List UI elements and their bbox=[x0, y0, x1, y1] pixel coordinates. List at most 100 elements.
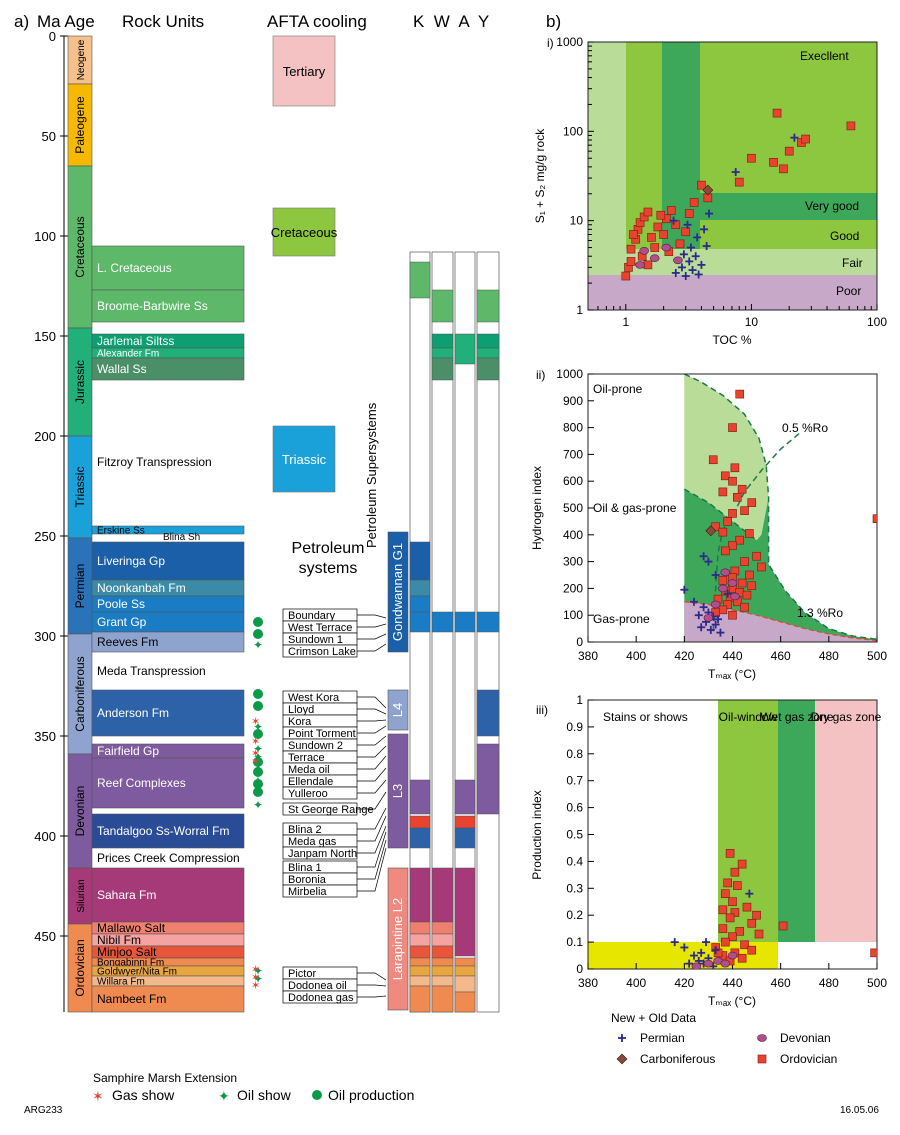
afta-tertiary bbox=[272, 35, 336, 107]
ordovician-point bbox=[769, 158, 778, 167]
unit-label-erskine-ss: Erskine Ss bbox=[97, 526, 145, 537]
panel-b-label: b) bbox=[546, 12, 561, 31]
permian-point bbox=[711, 946, 720, 955]
y-tick-label: 0.7 bbox=[566, 774, 583, 788]
unit-label-fairfield-gp: Fairfield Gp bbox=[97, 744, 159, 758]
permian-point bbox=[702, 938, 711, 947]
basin-fill bbox=[409, 933, 431, 947]
basin-fill bbox=[454, 867, 476, 957]
y-tick-label: 0.5 bbox=[566, 828, 583, 842]
x-tick-label: 10 bbox=[745, 315, 759, 329]
unit-label-prices-creek-compression: Prices Creek Compression bbox=[97, 851, 240, 865]
unit-label-alexander-fm: Alexander Fm bbox=[97, 349, 159, 360]
x-tick-label: 420 bbox=[674, 649, 694, 663]
ordovician-point bbox=[872, 514, 877, 524]
system-leader bbox=[357, 839, 387, 880]
zone-poor: Poor bbox=[836, 284, 861, 298]
oil-production-marker bbox=[253, 779, 263, 789]
period-label-paleogene: Paleogene bbox=[73, 96, 87, 154]
ordovician-point bbox=[626, 244, 636, 254]
basin-fill bbox=[476, 333, 500, 349]
carboniferous-point bbox=[616, 1053, 628, 1065]
ordovician-point bbox=[740, 557, 749, 566]
data-legend-title: New + Old Data bbox=[611, 1011, 696, 1025]
supersystem-l3 bbox=[387, 733, 409, 849]
devonian-point bbox=[727, 951, 738, 960]
devonian-point bbox=[727, 579, 738, 587]
basin-fill bbox=[431, 945, 454, 959]
permian-point bbox=[706, 625, 715, 634]
permian-point bbox=[677, 263, 686, 272]
basin-fill bbox=[409, 261, 431, 299]
permian-point bbox=[716, 628, 725, 637]
unit-tandalgoo-ss-worral-fm bbox=[91, 813, 245, 849]
period-permian bbox=[67, 537, 93, 635]
oil-show-marker: ✦ bbox=[253, 750, 263, 764]
devonian-point bbox=[703, 959, 714, 968]
oil-production-marker bbox=[253, 787, 263, 797]
oil-show-marker: ✦ bbox=[253, 638, 263, 652]
legend-label-ordovician: Ordovician bbox=[780, 1052, 837, 1066]
basin-fill bbox=[431, 357, 454, 381]
legend-label-carboniferous: Carboniferous bbox=[640, 1052, 715, 1066]
permian-point bbox=[699, 552, 708, 561]
ordovician-point bbox=[778, 921, 788, 931]
gas-show-marker: ✶ bbox=[251, 972, 260, 984]
carboniferous-point bbox=[705, 525, 717, 537]
ordovician-point bbox=[730, 908, 740, 917]
oil-production-legend-label: Oil production bbox=[328, 1087, 414, 1103]
ordovician-point bbox=[737, 953, 747, 963]
period-jurassic bbox=[67, 327, 93, 437]
basin-fill bbox=[409, 945, 431, 959]
x-tick-label: 460 bbox=[771, 976, 791, 990]
ordovician-point bbox=[713, 948, 723, 958]
oil-production-marker bbox=[253, 617, 263, 627]
supersystem-larapintine-l2 bbox=[387, 867, 409, 1011]
ordovician-point bbox=[747, 945, 757, 955]
basin-fill bbox=[454, 827, 476, 849]
ordovician-point bbox=[720, 937, 730, 947]
ordovician-point bbox=[801, 134, 810, 144]
system-leader bbox=[357, 779, 387, 794]
ma-age-header: Ma Age bbox=[37, 12, 95, 31]
supersystem-l4 bbox=[387, 689, 409, 731]
unit-label-reef-complexes: Reef Complexes bbox=[97, 776, 186, 790]
ordovician-point bbox=[650, 243, 660, 252]
ordovician-point bbox=[708, 455, 718, 465]
system-label-crimson-lake: Crimson Lake bbox=[288, 646, 356, 658]
chart-i-axes: 1 10 100 1000 100 10 1 bbox=[556, 35, 887, 329]
stratigraphic-column: 0 50 100 150 200 250 300 350 400 450 Neogene Paleog… bbox=[34, 29, 500, 1013]
ordovician-point bbox=[728, 476, 737, 486]
basin-fill bbox=[409, 595, 431, 613]
unit-label-mallawo-salt: Mallawo Salt bbox=[97, 921, 166, 935]
legend-label-permian: Permian bbox=[640, 1031, 685, 1045]
ordovician-point bbox=[733, 492, 742, 502]
afta-label-cretaceous: Cretaceous bbox=[271, 225, 338, 240]
period-label-triassic: Triassic bbox=[73, 467, 87, 508]
devonian-point bbox=[635, 261, 645, 269]
ordovician-point bbox=[733, 881, 742, 890]
ordovician-point bbox=[730, 867, 740, 877]
basin-fill bbox=[409, 975, 431, 987]
age-tick-label: 400 bbox=[34, 829, 56, 844]
chart-i-label: i) bbox=[547, 36, 554, 50]
basin-fill bbox=[431, 611, 454, 633]
ordovician-point bbox=[629, 230, 638, 239]
ordovician-point bbox=[656, 210, 666, 220]
system-label-dodonea-oil: Dodonea oil bbox=[288, 980, 347, 992]
permian-point bbox=[697, 623, 706, 632]
supersystem-label-l4: L4 bbox=[390, 703, 405, 717]
ordovician-point bbox=[725, 913, 735, 923]
x-tick-label: 500 bbox=[867, 976, 887, 990]
gas-show-legend-icon: ✶ bbox=[92, 1088, 104, 1104]
ro-1-3-label: 1.3 %Ro bbox=[797, 606, 843, 620]
period-label-permian: Permian bbox=[73, 564, 87, 609]
basin-fill bbox=[409, 985, 431, 1013]
oil-gas-prone-zone bbox=[684, 489, 877, 642]
system-box bbox=[282, 884, 358, 898]
unit-label-jarlemai-siltss: Jarlemai Siltss bbox=[97, 334, 174, 348]
basin-fill bbox=[454, 333, 476, 365]
system-leader bbox=[357, 791, 387, 810]
ordovician-point bbox=[659, 230, 668, 239]
ordovician-point bbox=[742, 590, 752, 600]
